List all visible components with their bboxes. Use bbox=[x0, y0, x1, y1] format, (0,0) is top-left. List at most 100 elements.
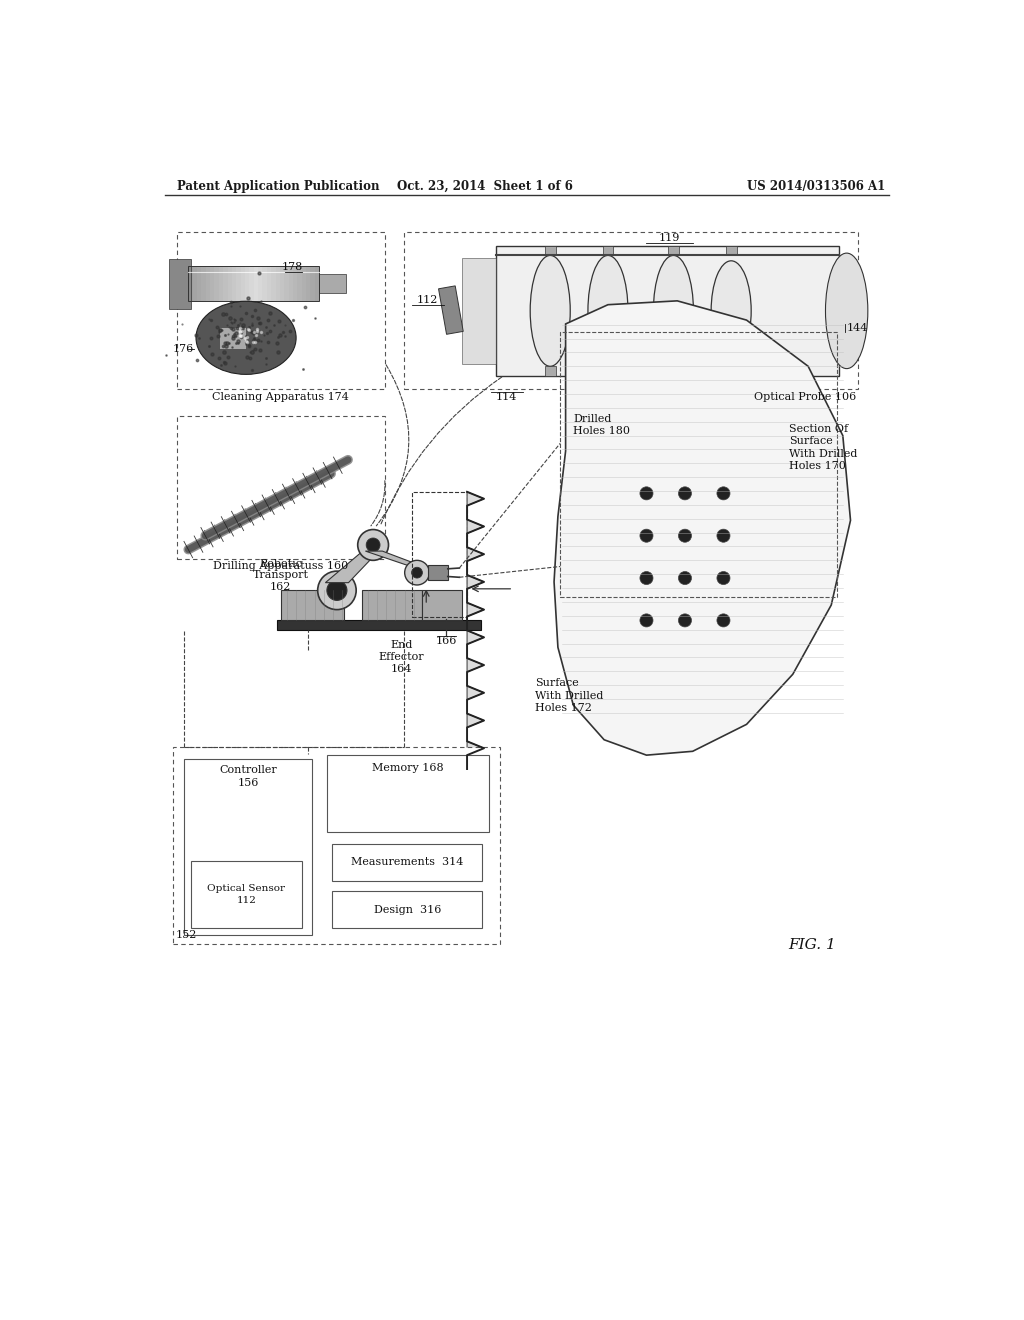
Text: Drilling Apparatuss 160: Drilling Apparatuss 160 bbox=[213, 561, 348, 572]
Polygon shape bbox=[467, 742, 484, 755]
Bar bbox=[173, 747, 500, 944]
Bar bbox=[333, 843, 482, 880]
Bar bbox=[438, 286, 463, 334]
Bar bbox=[726, 246, 736, 256]
Circle shape bbox=[640, 572, 653, 585]
Bar bbox=[206, 267, 210, 301]
Bar bbox=[184, 759, 311, 935]
Ellipse shape bbox=[196, 301, 296, 375]
Bar bbox=[245, 267, 250, 301]
Bar bbox=[668, 367, 679, 376]
Bar bbox=[275, 267, 280, 301]
Bar bbox=[281, 590, 344, 619]
Bar bbox=[254, 267, 258, 301]
Polygon shape bbox=[467, 631, 484, 644]
Bar bbox=[241, 267, 245, 301]
Polygon shape bbox=[326, 549, 381, 582]
Bar bbox=[202, 267, 206, 301]
Text: US 2014/0313506 A1: US 2014/0313506 A1 bbox=[746, 180, 885, 193]
Bar bbox=[267, 267, 271, 301]
Circle shape bbox=[717, 572, 730, 585]
Text: 144: 144 bbox=[847, 323, 868, 333]
Bar bbox=[177, 416, 385, 558]
Text: Memory 168: Memory 168 bbox=[372, 763, 443, 772]
Bar bbox=[227, 267, 232, 301]
Polygon shape bbox=[467, 603, 484, 616]
Text: Oct. 23, 2014  Sheet 1 of 6: Oct. 23, 2014 Sheet 1 of 6 bbox=[397, 180, 572, 193]
Polygon shape bbox=[467, 548, 484, 561]
Bar bbox=[289, 267, 293, 301]
Text: Patent Application Publication: Patent Application Publication bbox=[177, 180, 379, 193]
Bar bbox=[188, 267, 319, 301]
Bar bbox=[403, 231, 858, 389]
Bar bbox=[250, 267, 254, 301]
Text: Section Of
Surface
With Drilled
Holes 170: Section Of Surface With Drilled Holes 17… bbox=[788, 424, 857, 471]
Polygon shape bbox=[467, 576, 484, 589]
Bar bbox=[297, 267, 302, 301]
Text: FIG. 1: FIG. 1 bbox=[788, 937, 836, 952]
Bar bbox=[602, 367, 613, 376]
Bar bbox=[314, 267, 319, 301]
Text: 114: 114 bbox=[496, 392, 517, 401]
Ellipse shape bbox=[588, 256, 628, 367]
Polygon shape bbox=[467, 492, 484, 506]
Circle shape bbox=[717, 529, 730, 543]
Bar bbox=[310, 267, 314, 301]
Bar bbox=[232, 267, 237, 301]
Circle shape bbox=[412, 568, 422, 578]
Bar bbox=[193, 267, 197, 301]
Polygon shape bbox=[554, 301, 851, 755]
Polygon shape bbox=[467, 714, 484, 727]
Ellipse shape bbox=[711, 261, 752, 360]
Bar bbox=[262, 267, 267, 301]
Bar bbox=[602, 246, 613, 256]
Text: 176: 176 bbox=[172, 345, 194, 354]
Text: Optical Sensor
112: Optical Sensor 112 bbox=[208, 884, 286, 906]
Bar bbox=[190, 861, 302, 928]
Bar bbox=[169, 259, 190, 309]
Bar bbox=[361, 590, 422, 619]
Bar bbox=[219, 327, 246, 348]
Bar bbox=[545, 367, 556, 376]
Bar bbox=[197, 267, 202, 301]
Polygon shape bbox=[366, 552, 423, 566]
Bar bbox=[422, 590, 462, 619]
Bar bbox=[319, 275, 346, 293]
Bar bbox=[237, 267, 241, 301]
Circle shape bbox=[679, 572, 691, 585]
Text: 152: 152 bbox=[176, 931, 198, 940]
Polygon shape bbox=[467, 659, 484, 672]
Bar bbox=[497, 247, 839, 376]
Polygon shape bbox=[467, 520, 484, 533]
Bar bbox=[188, 267, 193, 301]
Bar bbox=[214, 267, 219, 301]
Bar bbox=[333, 891, 482, 928]
Bar bbox=[302, 267, 306, 301]
Bar bbox=[668, 246, 679, 256]
Text: Design  316: Design 316 bbox=[374, 906, 441, 915]
Circle shape bbox=[327, 581, 347, 601]
Bar bbox=[223, 267, 227, 301]
Circle shape bbox=[679, 529, 691, 543]
Bar bbox=[210, 267, 214, 301]
Bar bbox=[293, 267, 297, 301]
Text: Optical Probe 106: Optical Probe 106 bbox=[754, 392, 856, 401]
Circle shape bbox=[640, 614, 653, 627]
Text: Controller
156: Controller 156 bbox=[219, 766, 276, 788]
Text: Cleaning Apparatus 174: Cleaning Apparatus 174 bbox=[212, 392, 349, 401]
Ellipse shape bbox=[825, 253, 867, 368]
Text: 178: 178 bbox=[282, 263, 303, 272]
Circle shape bbox=[317, 572, 356, 610]
Text: End
Effector
164: End Effector 164 bbox=[379, 640, 424, 675]
Circle shape bbox=[404, 560, 429, 585]
Bar bbox=[545, 246, 556, 256]
Bar bbox=[327, 755, 488, 832]
Circle shape bbox=[367, 539, 380, 552]
Circle shape bbox=[640, 529, 653, 543]
Bar bbox=[726, 367, 736, 376]
Ellipse shape bbox=[530, 256, 570, 367]
Ellipse shape bbox=[653, 256, 693, 367]
Text: Measurements  314: Measurements 314 bbox=[351, 857, 464, 867]
Circle shape bbox=[717, 614, 730, 627]
Text: Surface
With Drilled
Holes 172: Surface With Drilled Holes 172 bbox=[535, 678, 603, 713]
